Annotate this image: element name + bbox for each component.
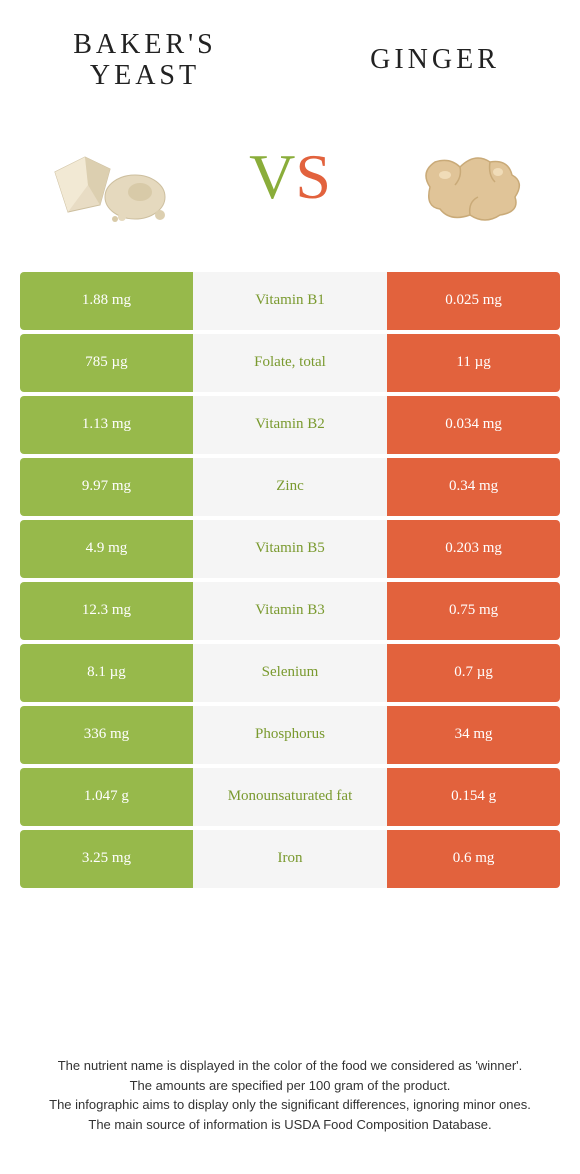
vs-v: V (249, 141, 295, 212)
table-row: 9.97 mgZinc0.34 mg (20, 458, 560, 516)
right-value-cell: 0.34 mg (387, 458, 560, 516)
left-title-line1: BAKER'S (73, 29, 217, 60)
left-value-cell: 1.047 g (20, 768, 193, 826)
nutrient-label-cell: Zinc (193, 458, 387, 516)
left-value-cell: 785 µg (20, 334, 193, 392)
left-value-cell: 1.13 mg (20, 396, 193, 454)
right-value-cell: 34 mg (387, 706, 560, 764)
table-row: 1.88 mgVitamin B10.025 mg (20, 272, 560, 330)
table-row: 336 mgPhosphorus34 mg (20, 706, 560, 764)
vs-s: S (295, 141, 331, 212)
nutrient-label-cell: Vitamin B3 (193, 582, 387, 640)
left-value-cell: 12.3 mg (20, 582, 193, 640)
left-value-cell: 336 mg (20, 706, 193, 764)
right-value-cell: 0.203 mg (387, 520, 560, 578)
right-value-cell: 0.025 mg (387, 272, 560, 330)
right-food-title: GINGER (330, 45, 540, 76)
footer-line2: The amounts are specified per 100 gram o… (30, 1076, 550, 1096)
nutrient-label-cell: Phosphorus (193, 706, 387, 764)
right-value-cell: 0.154 g (387, 768, 560, 826)
table-row: 12.3 mgVitamin B30.75 mg (20, 582, 560, 640)
yeast-image (40, 112, 190, 242)
table-row: 1.047 gMonounsaturated fat0.154 g (20, 768, 560, 826)
left-value-cell: 4.9 mg (20, 520, 193, 578)
table-row: 1.13 mgVitamin B20.034 mg (20, 396, 560, 454)
table-row: 3.25 mgIron0.6 mg (20, 830, 560, 888)
footer-line3: The infographic aims to display only the… (30, 1095, 550, 1115)
nutrient-label-cell: Monounsaturated fat (193, 768, 387, 826)
vs-label: VS (249, 140, 331, 214)
left-food-title: BAKER'S YEAST (40, 30, 250, 92)
table-row: 785 µgFolate, total11 µg (20, 334, 560, 392)
right-value-cell: 0.034 mg (387, 396, 560, 454)
right-value-cell: 0.75 mg (387, 582, 560, 640)
left-title-line2: YEAST (90, 60, 200, 91)
left-value-cell: 8.1 µg (20, 644, 193, 702)
header: BAKER'S YEAST GINGER (0, 0, 580, 102)
nutrient-label-cell: Vitamin B5 (193, 520, 387, 578)
nutrient-label-cell: Selenium (193, 644, 387, 702)
table-row: 4.9 mgVitamin B50.203 mg (20, 520, 560, 578)
right-value-cell: 0.7 µg (387, 644, 560, 702)
footer-line1: The nutrient name is displayed in the co… (30, 1056, 550, 1076)
right-title-text: GINGER (330, 45, 540, 76)
nutrient-table: 1.88 mgVitamin B10.025 mg785 µgFolate, t… (20, 272, 560, 888)
images-row: VS (0, 102, 580, 272)
right-value-cell: 11 µg (387, 334, 560, 392)
table-row: 8.1 µgSelenium0.7 µg (20, 644, 560, 702)
nutrient-label-cell: Folate, total (193, 334, 387, 392)
nutrient-label-cell: Vitamin B1 (193, 272, 387, 330)
left-value-cell: 3.25 mg (20, 830, 193, 888)
nutrient-label-cell: Iron (193, 830, 387, 888)
left-value-cell: 9.97 mg (20, 458, 193, 516)
footer-notes: The nutrient name is displayed in the co… (0, 1056, 580, 1134)
nutrient-label-cell: Vitamin B2 (193, 396, 387, 454)
right-value-cell: 0.6 mg (387, 830, 560, 888)
ginger-image (390, 112, 540, 242)
footer-line4: The main source of information is USDA F… (30, 1115, 550, 1135)
left-value-cell: 1.88 mg (20, 272, 193, 330)
